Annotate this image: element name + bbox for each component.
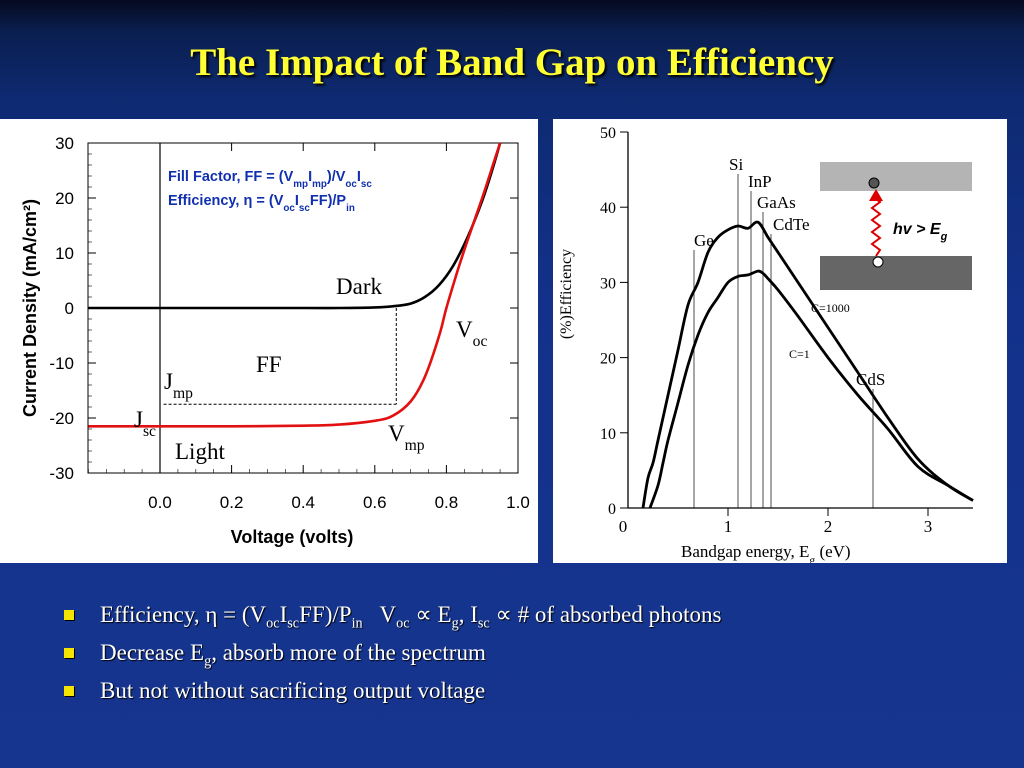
bullet-item: Efficiency, η = (VocIscFF)/Pin Voc ∝ Eg,… — [62, 596, 1012, 634]
photon-energy-label: hv > Eg — [893, 221, 948, 243]
x-axis-label: Voltage (volts) — [231, 527, 354, 547]
material-label-ge: Ge — [694, 231, 714, 250]
bullet-subscript: oc — [396, 615, 410, 632]
hole-dot — [872, 256, 884, 268]
x-tick-label: 3 — [924, 517, 933, 536]
jsc-label: Jsc — [134, 407, 156, 440]
bullet-text: ∝ E — [409, 602, 452, 627]
y-tick-label: 0 — [608, 501, 616, 518]
series-label-c1: C=1 — [789, 347, 810, 361]
x-axis-label: Bandgap energy, Eg (eV) — [681, 542, 851, 563]
x-tick-label: 0.2 — [220, 493, 244, 512]
y-tick-label: -30 — [49, 464, 74, 483]
efficiency-chart-panel: 50 40 30 20 10 0 0 1 2 3 Bandgap energy, Eg (eV) (%… — [553, 119, 1007, 567]
y-tick-label: -10 — [49, 354, 74, 373]
y-tick-label: 10 — [600, 426, 616, 443]
light-curve — [88, 142, 502, 428]
y-tick-label: 40 — [600, 200, 616, 217]
y-tick-label: 20 — [55, 189, 74, 208]
bullet-text: I — [279, 602, 288, 627]
bullet-text: Decrease E — [100, 640, 205, 665]
bullet-subscript: g — [451, 615, 459, 632]
bullet-square-icon — [64, 686, 74, 696]
bullet-square-icon — [64, 648, 74, 658]
x-tick-label: 0.4 — [291, 493, 315, 512]
bullet-subscript: sc — [477, 615, 490, 632]
y-tick-label: 20 — [600, 351, 616, 368]
x-tick-label: 2 — [824, 517, 833, 536]
bullet-text: But not without sacrificing output volta… — [100, 678, 486, 703]
dark-curve — [88, 142, 502, 310]
y-tick-label: 10 — [55, 244, 74, 263]
bullet-item: But not without sacrificing output volta… — [62, 672, 1012, 710]
bullet-subscript: in — [351, 615, 363, 632]
x-tick-label: 1.0 — [506, 493, 530, 512]
ff-label: FF — [256, 352, 282, 377]
x-tick-label: 0.6 — [363, 493, 387, 512]
series-label-c1000: C=1000 — [811, 301, 850, 315]
valence-band — [820, 256, 972, 290]
bullet-text: , I — [458, 602, 478, 627]
x-tick-label: 0.0 — [148, 493, 172, 512]
bullet-text: V — [362, 602, 397, 627]
electron-dot — [868, 177, 880, 189]
efficiency-formula: Efficiency, η = (VocIscFF)/Pin — [168, 193, 355, 214]
bullet-subscript: sc — [287, 615, 300, 632]
material-label-gaas: GaAs — [757, 193, 796, 212]
y-tick-label: -20 — [49, 409, 74, 428]
dark-label: Dark — [336, 274, 382, 299]
bullet-square-icon — [64, 610, 74, 620]
bullet-text: ∝ # of absorbed photons — [489, 602, 722, 627]
material-label-cdte: CdTe — [773, 215, 810, 234]
bullet-item: Decrease Eg, absorb more of the spectrum — [62, 634, 1012, 672]
material-label-cds: CdS — [856, 370, 885, 389]
efficiency-chart: 50 40 30 20 10 00 1 2 3 Bandgap energy, Eg (eV) (%… — [558, 125, 974, 567]
y-tick-label: 30 — [55, 134, 74, 153]
x-tick-label: 0 — [619, 517, 628, 536]
y-axis-label: Current Density (mA/cm²) — [20, 199, 40, 417]
bullet-subscript: oc — [266, 615, 280, 632]
x-tick-label: 0.8 — [435, 493, 459, 512]
y-tick-label: 50 — [600, 125, 616, 142]
x-tick-label: 1 — [724, 517, 733, 536]
slide-title: The Impact of Band Gap on Efficiency — [190, 41, 834, 84]
efficiency-curve-c1000 — [641, 220, 974, 509]
photon-arrow — [870, 195, 882, 257]
jv-chart-panel: 30 20 10 0 -10 -20 -30 0.0 0.2 0.4 0.6 0.8 1.0 Voltag… — [0, 119, 538, 563]
light-label: Light — [175, 439, 225, 464]
vmp-label: Vmp — [388, 421, 425, 454]
efficiency-curve-c1 — [648, 269, 974, 509]
y-axis-label: (%)Efficiency — [558, 249, 575, 339]
jmp-label: Jmp — [164, 369, 193, 402]
material-label-inp: InP — [748, 172, 772, 191]
fill-factor-formula: Fill Factor, FF = (VmpImp)/VocIsc — [168, 169, 372, 190]
jv-chart: 30 20 10 0 -10 -20 -30 0.0 0.2 0.4 0.6 0.8 1.0 Voltag… — [20, 134, 530, 547]
y-tick-label: 0 — [65, 299, 74, 318]
voc-label: Voc — [456, 317, 487, 350]
photon-arrowhead — [869, 189, 883, 201]
material-label-si: Si — [729, 155, 743, 174]
bullet-subscript: g — [204, 653, 212, 670]
y-tick-label: 30 — [600, 275, 616, 292]
bullet-text: FF)/P — [299, 602, 352, 627]
bullet-text: Efficiency, η = (V — [100, 602, 267, 627]
bullet-list: Efficiency, η = (VocIscFF)/Pin Voc ∝ Eg,… — [62, 596, 1012, 710]
conduction-band — [820, 162, 972, 191]
bullet-text: , absorb more of the spectrum — [211, 640, 486, 665]
band-diagram-inset: hv > Eg — [820, 162, 972, 290]
